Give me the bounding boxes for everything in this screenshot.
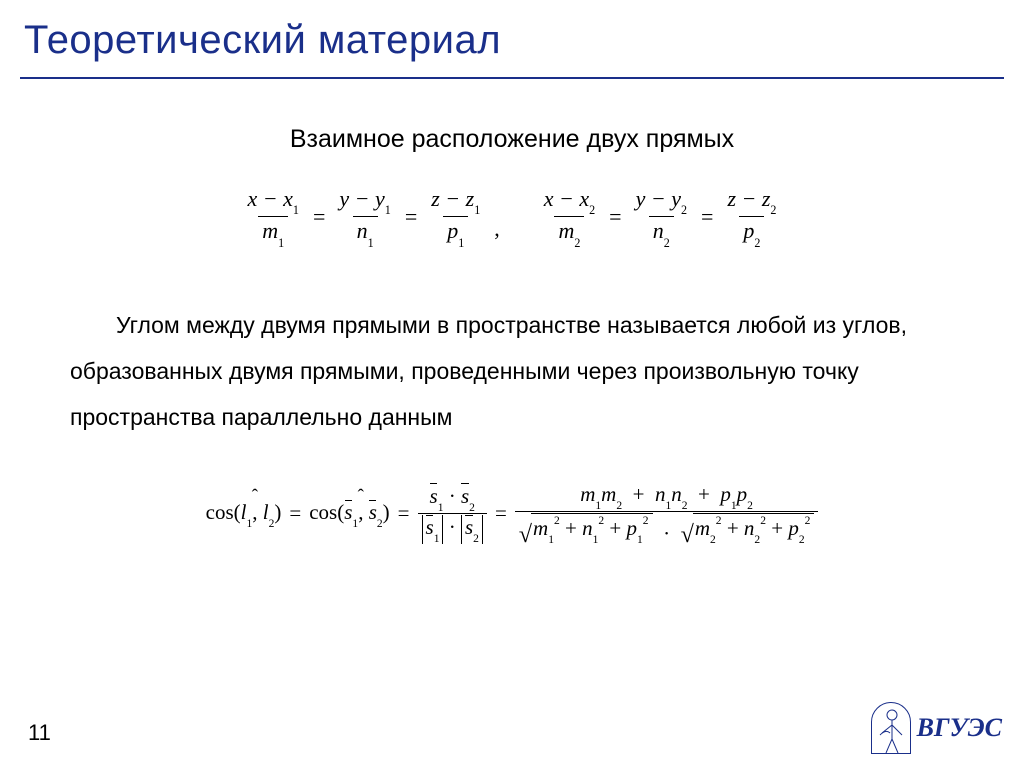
denominator-text: p bbox=[743, 218, 754, 243]
angle-hat: , bbox=[252, 500, 257, 525]
equals: = bbox=[313, 204, 325, 230]
fraction: x − x1 m1 bbox=[244, 186, 303, 248]
title-underline bbox=[20, 77, 1004, 79]
line-2-equation: x − x2 m2 = y − y2 n2 = z − z2 p2 bbox=[540, 186, 781, 248]
logo-text: ВГУЭС bbox=[917, 713, 1002, 743]
subscript: 2 bbox=[589, 203, 595, 217]
equals: = bbox=[609, 204, 621, 230]
slide: Теоретический материал Взаимное располож… bbox=[0, 0, 1024, 768]
expanded-numerator: m1m2 + n1n2 + p1p2 bbox=[576, 482, 757, 511]
subscript: 1 bbox=[293, 203, 299, 217]
equals: = bbox=[289, 501, 301, 526]
comma: , bbox=[494, 216, 500, 242]
equals: = bbox=[495, 501, 507, 526]
equals: = bbox=[405, 204, 417, 230]
numerator-text: y − y bbox=[636, 186, 681, 211]
page-number: 11 bbox=[28, 720, 51, 746]
subscript: 2 bbox=[681, 203, 687, 217]
slide-subtitle: Взаимное расположение двух прямых bbox=[0, 125, 1024, 154]
subscript: 2 bbox=[770, 203, 776, 217]
numerator-text: x − x bbox=[544, 186, 589, 211]
equals: = bbox=[701, 204, 713, 230]
subscript: 1 bbox=[474, 203, 480, 217]
university-logo: ВГУЭС bbox=[871, 702, 1002, 754]
denominator-text: n bbox=[357, 218, 368, 243]
denominator-text: m bbox=[558, 218, 574, 243]
definition-paragraph: Углом между двумя прямыми в пространстве… bbox=[70, 302, 954, 440]
expanded-denominator: √ m12 + n12 + p12 · √ m22 + n22 bbox=[515, 511, 819, 546]
fraction: y − y2 n2 bbox=[632, 186, 691, 248]
subscript: 1 bbox=[385, 203, 391, 217]
subscript: 2 bbox=[574, 236, 580, 250]
numerator-text: y − y bbox=[339, 186, 384, 211]
denominator-text: m bbox=[262, 218, 278, 243]
subscript: 2 bbox=[754, 236, 760, 250]
vector-fraction: s1 · s2 s1 · s2 bbox=[418, 484, 487, 544]
angle-cosine-formula: cos(l1, l2) = cos(s1, s2) = s1 · s2 s1 ·… bbox=[0, 482, 1024, 546]
subscript: 1 bbox=[278, 236, 284, 250]
equals: = bbox=[398, 501, 410, 526]
title-bar: Теоретический материал bbox=[0, 0, 1024, 71]
subscript: 1 bbox=[458, 236, 464, 250]
subscript: 1 bbox=[368, 236, 374, 250]
fraction: x − x2 m2 bbox=[540, 186, 599, 248]
logo-icon bbox=[871, 702, 911, 754]
numerator-text: z − z bbox=[727, 186, 770, 211]
slide-title: Теоретический материал bbox=[24, 18, 1000, 63]
canonical-equations: x − x1 m1 = y − y1 n1 = z − z1 p1 , x − … bbox=[0, 186, 1024, 248]
angle-hat: , bbox=[358, 500, 363, 525]
cos-vectors: cos(s1, s2) bbox=[309, 500, 389, 527]
expanded-fraction: m1m2 + n1n2 + p1p2 √ m12 + n12 + p12 bbox=[515, 482, 819, 546]
sqrt-1: √ m12 + n12 + p12 bbox=[519, 513, 653, 546]
subscript: 2 bbox=[664, 236, 670, 250]
numerator-text: z − z bbox=[431, 186, 474, 211]
fraction: y − y1 n1 bbox=[335, 186, 394, 248]
fraction: z − z2 p2 bbox=[723, 186, 780, 248]
numerator-text: x − x bbox=[248, 186, 293, 211]
line-1-equation: x − x1 m1 = y − y1 n1 = z − z1 p1 , bbox=[244, 186, 500, 248]
sqrt-2: √ m22 + n22 + p22 bbox=[681, 513, 815, 546]
fraction: z − z1 p1 bbox=[427, 186, 484, 248]
denominator-text: n bbox=[653, 218, 664, 243]
cos-label: cos(l1, l2) bbox=[206, 500, 282, 527]
denominator-text: p bbox=[447, 218, 458, 243]
